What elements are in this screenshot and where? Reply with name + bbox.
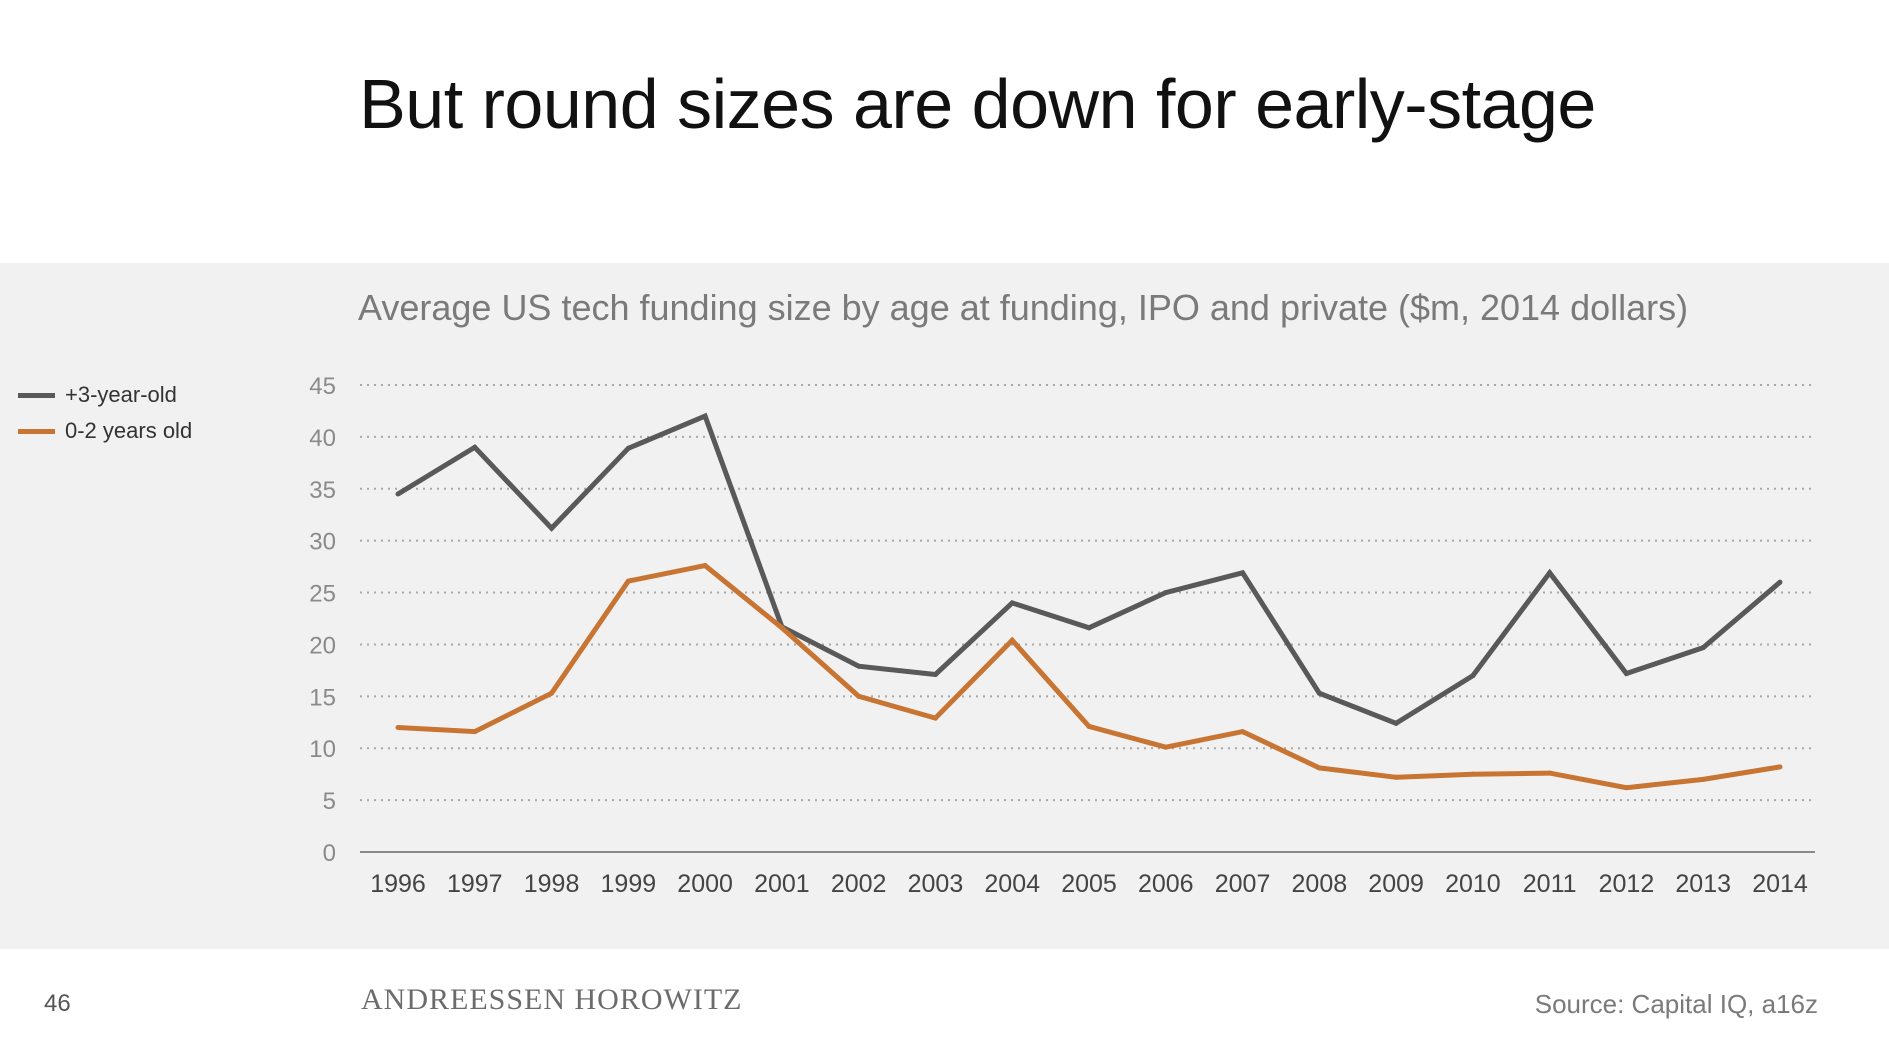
data-point-older	[1470, 673, 1476, 679]
data-point-older	[549, 525, 555, 531]
x-tick-label: 2003	[908, 870, 964, 898]
x-tick-label: 1998	[524, 870, 580, 898]
data-point-older	[1393, 720, 1399, 726]
y-tick-label: 0	[323, 840, 336, 867]
data-point-older	[1623, 671, 1629, 677]
x-tick-label: 2002	[831, 870, 887, 898]
data-point-young	[1316, 765, 1322, 771]
chart-title: Average US tech funding size by age at f…	[358, 287, 1689, 328]
legend-label-older: +3-year-old	[65, 382, 177, 407]
y-tick-label: 5	[323, 788, 336, 815]
y-tick-label: 25	[309, 581, 336, 608]
x-tick-label: 2008	[1292, 870, 1348, 898]
legend-label-young: 0-2 years old	[65, 418, 193, 443]
data-point-older	[395, 491, 401, 497]
x-tick-label: 1997	[447, 870, 503, 898]
data-point-young	[1086, 723, 1092, 729]
legend-swatch-young	[18, 428, 55, 434]
data-point-older	[1316, 690, 1322, 696]
x-tick-label: 2011	[1523, 870, 1577, 898]
data-point-older	[1086, 625, 1092, 631]
slide-title: But round sizes are down for early-stage	[359, 65, 1596, 143]
data-point-older	[625, 445, 631, 451]
data-point-young	[1700, 776, 1706, 782]
data-point-older	[932, 672, 938, 678]
data-point-young	[779, 625, 785, 631]
y-tick-label: 30	[309, 529, 336, 556]
x-tick-label: 2007	[1215, 870, 1271, 898]
data-point-older	[1547, 570, 1553, 576]
legend-swatch-older	[18, 392, 55, 398]
series-line-older	[396, 412, 1782, 727]
x-tick-label: 2010	[1445, 870, 1501, 898]
legend-item-young: 0-2 years old	[18, 413, 192, 449]
x-tick-label: 2000	[677, 870, 733, 898]
y-tick-label: 15	[309, 684, 336, 711]
data-point-young	[549, 690, 555, 696]
x-tick-label: 1996	[370, 870, 426, 898]
y-tick-label: 45	[309, 373, 336, 400]
data-point-older	[1240, 570, 1246, 576]
x-tick-label: 2001	[754, 870, 810, 898]
data-point-older	[856, 663, 862, 669]
data-point-older	[1009, 600, 1015, 606]
x-tick-label: 2012	[1599, 870, 1655, 898]
data-point-older	[1163, 590, 1169, 596]
data-point-young	[1009, 637, 1015, 643]
data-point-young	[1777, 764, 1783, 770]
data-point-older	[702, 413, 708, 419]
data-point-young	[1163, 744, 1169, 750]
data-point-young	[1547, 770, 1553, 776]
x-tick-label: 2005	[1061, 870, 1117, 898]
page-number: 46	[44, 990, 71, 1017]
x-tick-label: 1999	[601, 870, 657, 898]
data-point-young	[702, 563, 708, 569]
x-tick-label: 2006	[1138, 870, 1194, 898]
data-point-older	[1777, 579, 1783, 585]
data-point-young	[1470, 771, 1476, 777]
data-point-older	[472, 444, 478, 450]
company-logo: ANDREESSEN HOROWITZ	[361, 983, 743, 1016]
data-point-young	[625, 578, 631, 584]
x-tick-label: 2013	[1675, 870, 1731, 898]
data-point-young	[932, 715, 938, 721]
chart-legend: +3-year-old 0-2 years old	[18, 377, 192, 449]
data-point-young	[395, 724, 401, 730]
legend-item-older: +3-year-old	[18, 377, 192, 413]
y-tick-label: 40	[309, 425, 336, 452]
data-point-young	[1240, 729, 1246, 735]
x-tick-label: 2009	[1368, 870, 1424, 898]
data-point-young	[1393, 774, 1399, 780]
x-tick-label: 2014	[1752, 870, 1808, 898]
x-tick-label: 2004	[984, 870, 1040, 898]
data-point-young	[472, 729, 478, 735]
y-tick-label: 20	[309, 632, 336, 659]
data-point-young	[1623, 785, 1629, 791]
y-tick-label: 10	[309, 736, 336, 763]
data-point-young	[856, 693, 862, 699]
data-point-older	[1700, 645, 1706, 651]
y-tick-label: 35	[309, 477, 336, 504]
source-note: Source: Capital IQ, a16z	[1534, 989, 1818, 1019]
